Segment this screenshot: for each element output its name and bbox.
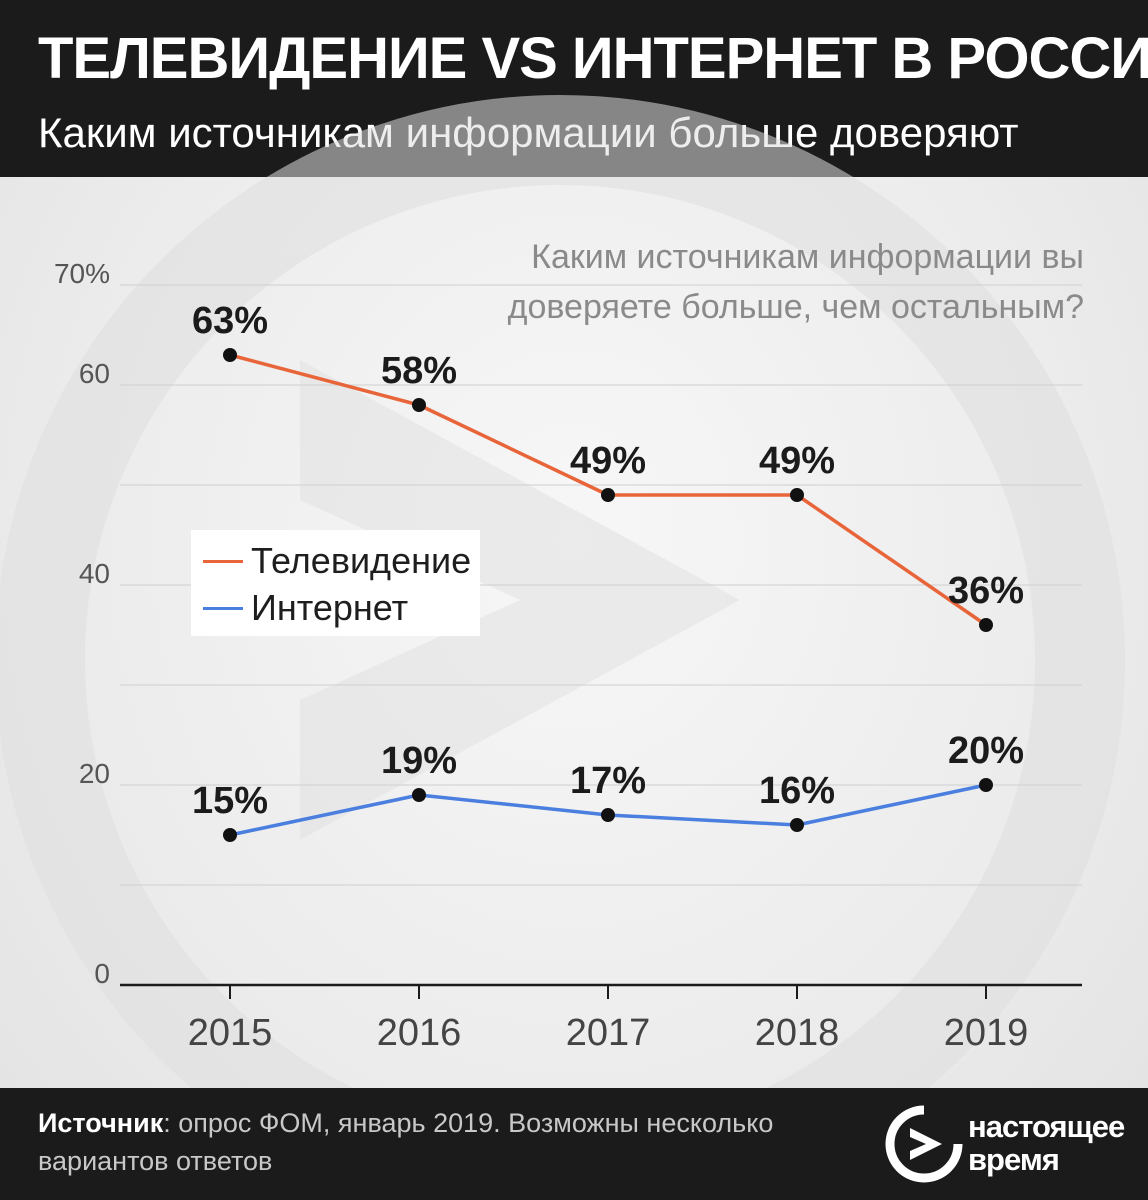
source-label: Источник: [38, 1108, 164, 1138]
source-text: : опрос ФОМ, январь 2019. Возможны неско…: [38, 1108, 774, 1176]
y-tick-label-20: 20: [79, 758, 110, 789]
logo: настоящее время: [884, 1104, 1134, 1184]
point-internet-2018: [790, 818, 804, 832]
point-internet-2016: [412, 788, 426, 802]
data-labels: 63% 58% 49% 49% 36% 15% 19% 17% 16% 20%: [192, 300, 1024, 822]
legend-item-internet: Интернет: [203, 585, 408, 631]
footer: Источник: опрос ФОМ, январь 2019. Возмож…: [0, 1088, 1148, 1200]
line-chart: 0 20 40 60 70% 2015 2016 2017 2018 2019 63% 58% 49%…: [0, 95, 1125, 1088]
data-label-internet-2018: 16%: [759, 770, 835, 812]
x-tick-label-2017: 2017: [566, 1012, 651, 1054]
data-label-internet-2019: 20%: [948, 730, 1024, 772]
page-title: ТЕЛЕВИДЕНИЕ VS ИНТЕРНЕТ В РОССИИ: [38, 26, 1148, 91]
legend-swatch-tv: [203, 559, 243, 563]
point-internet-2017: [601, 808, 615, 822]
logo-line-1: настоящее: [968, 1109, 1125, 1144]
data-label-tv-2016: 58%: [381, 350, 457, 392]
point-tv-2019: [979, 618, 993, 632]
point-internet-2019: [979, 778, 993, 792]
axes: 0 20 40 60 70% 2015 2016 2017 2018 2019: [54, 258, 1082, 1054]
x-tick-label-2019: 2019: [944, 1012, 1029, 1054]
y-tick-label-70: 70%: [54, 258, 110, 289]
point-tv-2016: [412, 398, 426, 412]
legend-label-internet: Интернет: [251, 587, 409, 628]
watermark-logo-icon: [0, 95, 1125, 1088]
data-label-internet-2016: 19%: [381, 740, 457, 782]
data-label-tv-2018: 49%: [759, 440, 835, 482]
data-label-internet-2017: 17%: [570, 760, 646, 802]
y-tick-label-40: 40: [79, 558, 110, 589]
x-tick-label-2016: 2016: [377, 1012, 462, 1054]
point-tv-2017: [601, 488, 615, 502]
legend-label-tv: Телевидение: [251, 540, 472, 581]
grid-lines: [120, 284, 1082, 886]
x-tick-label-2015: 2015: [188, 1012, 273, 1054]
point-tv-2015: [223, 348, 237, 362]
x-tick-label-2018: 2018: [755, 1012, 840, 1054]
point-tv-2018: [790, 488, 804, 502]
legend-swatch-internet: [203, 606, 243, 610]
play-arrow-circle-icon: [885, 1105, 963, 1183]
source-note: Источник: опрос ФОМ, январь 2019. Возмож…: [38, 1104, 798, 1180]
logo-line-2: время: [968, 1142, 1060, 1177]
data-label-internet-2015: 15%: [192, 780, 268, 822]
y-tick-label-0: 0: [94, 958, 110, 989]
point-internet-2015: [223, 828, 237, 842]
data-label-tv-2017: 49%: [570, 440, 646, 482]
legend: Телевидение Интернет: [191, 530, 480, 636]
survey-question: Каким источникам информации вы доверяете…: [507, 238, 1084, 326]
data-label-tv-2015: 63%: [192, 300, 268, 342]
logo-text: настоящее время: [968, 1109, 1125, 1177]
y-tick-label-60: 60: [79, 358, 110, 389]
data-label-tv-2019: 36%: [948, 570, 1024, 612]
legend-item-tv: Телевидение: [203, 538, 471, 584]
series: [223, 348, 993, 842]
